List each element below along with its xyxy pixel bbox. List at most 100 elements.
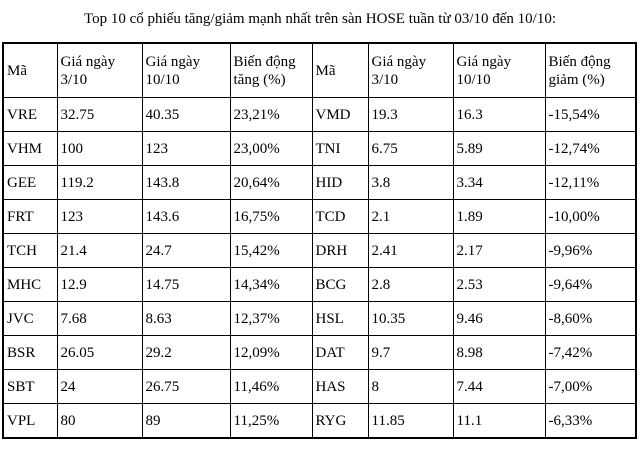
gainer-price-0310-cell: 24 [56,369,143,404]
loser-price-0310-cell: 19.3 [367,97,454,132]
table-row: SBT 24 26.75 11,46% HAS 8 7.44 -7,00% [2,369,637,404]
gainer-code-cell: VRE [2,97,58,132]
gainer-price-1010-cell: 89 [141,403,231,439]
gainer-change-cell: 23,21% [229,97,313,132]
gainer-change-cell: 14,34% [229,267,313,302]
gainer-code-cell: MHC [2,267,58,302]
gainer-change-cell: 15,42% [229,233,313,268]
loser-price-1010-cell: 2.17 [452,233,546,268]
gainer-code-cell: BSR [2,335,58,370]
loser-code-cell: HSL [311,301,369,336]
gainer-change-cell: 20,64% [229,165,313,200]
loser-price-1010-cell: 9.46 [452,301,546,336]
gainer-price-0310-cell: 119.2 [56,165,143,200]
loser-price-1010-cell: 3.34 [452,165,546,200]
loser-code-cell: HID [311,165,369,200]
loser-price-1010-cell: 11.1 [452,403,546,439]
gainer-price-0310-cell: 32.75 [56,97,143,132]
gainer-price-0310-cell: 123 [56,199,143,234]
header-gainer-price-1010: Giá ngày 10/10 [141,42,231,98]
gainer-price-0310-cell: 21.4 [56,233,143,268]
stock-table-body: VRE 32.75 40.35 23,21% VMD 19.3 16.3 -15,54% VHM… [2,97,637,439]
header-loser-change: Biến động giảm (%) [544,42,637,98]
loser-change-cell: -8,60% [544,301,637,336]
gainer-change-cell: 11,25% [229,403,313,439]
loser-code-cell: RYG [311,403,369,439]
loser-price-1010-cell: 1.89 [452,199,546,234]
loser-code-cell: TCD [311,199,369,234]
loser-price-0310-cell: 2.1 [367,199,454,234]
loser-code-cell: HAS [311,369,369,404]
loser-price-0310-cell: 11.85 [367,403,454,439]
loser-price-0310-cell: 2.41 [367,233,454,268]
loser-code-cell: TNI [311,131,369,166]
loser-change-cell: -10,00% [544,199,637,234]
loser-code-cell: DRH [311,233,369,268]
header-loser-price-0310: Giá ngày 3/10 [367,42,454,98]
gainer-price-1010-cell: 14.75 [141,267,231,302]
loser-change-cell: -15,54% [544,97,637,132]
header-gainer-price-0310: Giá ngày 3/10 [56,42,143,98]
table-row: VRE 32.75 40.35 23,21% VMD 19.3 16.3 -15,54% [2,97,637,132]
gainer-code-cell: VHM [2,131,58,166]
header-row: Mã Giá ngày 3/10 Giá ngày 10/10 Biến độn… [2,42,637,98]
gainer-code-cell: JVC [2,301,58,336]
stock-table: Mã Giá ngày 3/10 Giá ngày 10/10 Biến độn… [2,42,637,439]
loser-price-1010-cell: 8.98 [452,335,546,370]
loser-code-cell: VMD [311,97,369,132]
loser-change-cell: -6,33% [544,403,637,439]
loser-price-0310-cell: 6.75 [367,131,454,166]
table-row: VHM 100 123 23,00% TNI 6.75 5.89 -12,74% [2,131,637,166]
gainer-price-0310-cell: 100 [56,131,143,166]
table-row: JVC 7.68 8.63 12,37% HSL 10.35 9.46 -8,60% [2,301,637,336]
gainer-change-cell: 23,00% [229,131,313,166]
gainer-price-0310-cell: 12.9 [56,267,143,302]
table-row: MHC 12.9 14.75 14,34% BCG 2.8 2.53 -9,64% [2,267,637,302]
loser-price-1010-cell: 7.44 [452,369,546,404]
loser-change-cell: -9,96% [544,233,637,268]
gainer-price-1010-cell: 123 [141,131,231,166]
loser-price-0310-cell: 8 [367,369,454,404]
table-row: FRT 123 143.6 16,75% TCD 2.1 1.89 -10,00% [2,199,637,234]
header-gainer-change: Biến động tăng (%) [229,42,313,98]
gainer-code-cell: GEE [2,165,58,200]
gainer-code-cell: FRT [2,199,58,234]
loser-price-0310-cell: 10.35 [367,301,454,336]
loser-code-cell: DAT [311,335,369,370]
gainer-change-cell: 12,09% [229,335,313,370]
loser-code-cell: BCG [311,267,369,302]
loser-change-cell: -7,42% [544,335,637,370]
table-row: VPL 80 89 11,25% RYG 11.85 11.1 -6,33% [2,403,637,439]
header-loser-price-1010: Giá ngày 10/10 [452,42,546,98]
gainer-code-cell: VPL [2,403,58,439]
gainer-code-cell: SBT [2,369,58,404]
loser-price-1010-cell: 2.53 [452,267,546,302]
loser-price-0310-cell: 3.8 [367,165,454,200]
loser-change-cell: -7,00% [544,369,637,404]
gainer-price-0310-cell: 80 [56,403,143,439]
table-row: TCH 21.4 24.7 15,42% DRH 2.41 2.17 -9,96% [2,233,637,268]
table-row: GEE 119.2 143.8 20,64% HID 3.8 3.34 -12,11% [2,165,637,200]
loser-price-1010-cell: 16.3 [452,97,546,132]
gainer-price-1010-cell: 143.6 [141,199,231,234]
stock-table-header: Mã Giá ngày 3/10 Giá ngày 10/10 Biến độn… [2,42,637,98]
loser-change-cell: -9,64% [544,267,637,302]
header-loser-code: Mã [311,42,369,98]
gainer-change-cell: 16,75% [229,199,313,234]
page-title: Top 10 cổ phiếu tăng/giảm mạnh nhất trên… [83,11,556,27]
loser-change-cell: -12,74% [544,131,637,166]
table-row: BSR 26.05 29.2 12,09% DAT 9.7 8.98 -7,42% [2,335,637,370]
gainer-price-1010-cell: 29.2 [141,335,231,370]
gainer-price-1010-cell: 8.63 [141,301,231,336]
gainer-change-cell: 11,46% [229,369,313,404]
gainer-change-cell: 12,37% [229,301,313,336]
header-gainer-code: Mã [2,42,58,98]
loser-price-1010-cell: 5.89 [452,131,546,166]
gainer-price-0310-cell: 26.05 [56,335,143,370]
loser-price-0310-cell: 2.8 [367,267,454,302]
gainer-code-cell: TCH [2,233,58,268]
gainer-price-1010-cell: 24.7 [141,233,231,268]
loser-change-cell: -12,11% [544,165,637,200]
loser-price-0310-cell: 9.7 [367,335,454,370]
gainer-price-0310-cell: 7.68 [56,301,143,336]
